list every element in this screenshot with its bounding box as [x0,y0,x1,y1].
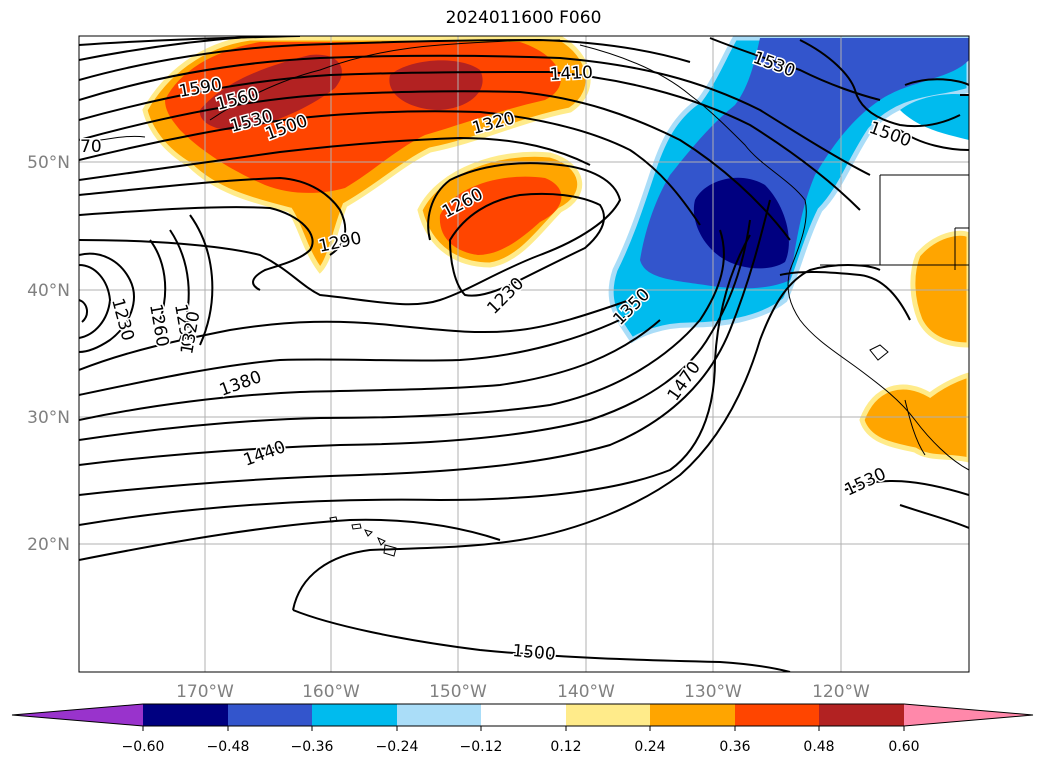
colorbar-swatch [228,704,312,726]
lat-label-30: 30°N [27,408,70,428]
height-contours [79,36,969,672]
map-title: 2024011600 F060 [445,8,602,28]
map-frame [78,35,970,673]
colorbar-swatch [650,704,735,726]
lon-label-140w: 140°W [557,682,615,702]
longitude-labels: 170°W 160°W 150°W 140°W 130°W 120°W [176,682,870,702]
colorbar-swatch [735,704,819,726]
colorbar-tick-label: −0.60 [122,739,165,755]
colorbar-tick-label: 0.60 [888,739,919,755]
graticule [79,36,969,672]
colorbar: −0.60 −0.48 −0.36 −0.24 −0.12 0.12 0.24 … [11,703,1034,755]
colorbar-tick-label: 0.36 [719,739,750,755]
anomaly-region-negative-max [693,177,789,269]
lon-label-150w: 150°W [429,682,487,702]
colorbar-swatch [819,704,904,726]
lon-label-130w: 130°W [684,682,742,702]
colorbar-swatch [312,704,397,726]
colorbar-tick-labels: −0.60 −0.48 −0.36 −0.24 −0.12 0.12 0.24 … [122,739,920,755]
coastlines [99,39,969,471]
contour-label: 1500 [512,641,557,665]
colorbar-ticks [142,726,905,731]
contour-label: 1410 [549,63,593,85]
colorbar-tick-label: −0.24 [376,739,419,755]
colorbar-swatch [566,704,650,726]
colorbar-tick-label: 0.24 [634,739,665,755]
colorbar-extend-low [12,704,143,726]
colorbar-tick-label: 0.48 [803,739,834,755]
lat-label-50: 50°N [27,153,70,173]
lat-label-20: 20°N [27,535,70,555]
lat-label-40: 40°N [27,281,70,301]
lon-label-160w: 160°W [302,682,360,702]
colorbar-tick-label: 0.12 [550,739,581,755]
colorbar-swatch [397,704,481,726]
latitude-labels: 50°N 40°N 30°N 20°N [27,153,70,555]
anomaly-region-negative-edge [900,93,969,140]
colorbar-swatch [143,704,228,726]
map-panel: 1590 1560 1530 1500 1410 1320 1260 1290 … [79,36,969,672]
anomaly-region-positive-central-core [439,176,562,255]
colorbar-tick-label: −0.48 [207,739,250,755]
contour-label: 70 [80,137,102,157]
colorbar-tick-label: −0.12 [460,739,503,755]
lon-label-120w: 120°W [812,682,870,702]
lon-label-170w: 170°W [176,682,234,702]
colorbar-tick-label: −0.36 [291,739,334,755]
colorbar-extend-high [904,704,1033,726]
colorbar-swatch [481,704,566,726]
